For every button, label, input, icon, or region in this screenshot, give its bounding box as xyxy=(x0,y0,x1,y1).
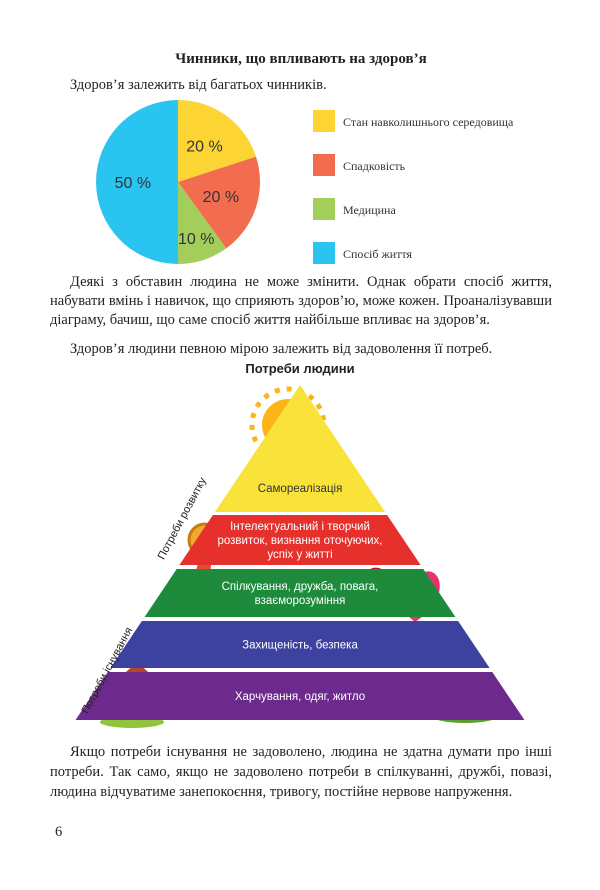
legend-label: Стан навколишнього середовища xyxy=(343,115,514,129)
pyramid-level xyxy=(110,621,490,668)
pyramid-level xyxy=(144,569,456,617)
pyramid-level xyxy=(214,385,386,512)
pyramid-title: Потреби людини xyxy=(245,361,354,376)
pyramid-level xyxy=(179,515,421,565)
level-label: розвиток, визнання оточуючих, xyxy=(218,535,383,547)
paragraph: Якщо потреби існування не задоволено, лю… xyxy=(50,744,552,800)
title: Чинники, що впливають на здоров’я xyxy=(175,51,427,67)
pie-slice xyxy=(178,182,227,264)
pie-slice xyxy=(96,100,178,264)
paragraph: Деякі з обставин людина не може змінити.… xyxy=(50,274,552,328)
legend-swatch xyxy=(313,242,335,264)
level-label: взаєморозуміння xyxy=(255,595,346,607)
intro: Здоров’я залежить від багатьох чинників. xyxy=(70,77,327,93)
level-label: Харчування, одяг, житло xyxy=(235,691,365,703)
level-label: успіх у житті xyxy=(267,549,332,561)
level-label: Захищеність, безпека xyxy=(242,640,358,652)
page-number: 6 xyxy=(55,824,63,840)
paragraph: Здоров’я людини певною мірою залежить ві… xyxy=(70,341,493,357)
legend-label: Медицина xyxy=(343,203,396,217)
legend-label: Спадковість xyxy=(343,159,406,173)
value-label: 50 % xyxy=(115,175,151,192)
value-label: 10 % xyxy=(178,231,214,248)
legend-swatch xyxy=(313,198,335,220)
value-label: 20 % xyxy=(186,139,222,156)
pie-slice xyxy=(178,156,260,249)
level-label: Спілкування, дружба, повага, xyxy=(222,581,379,593)
legend-swatch xyxy=(313,154,335,176)
value-label: 20 % xyxy=(203,189,239,206)
level-label: Самореалізація xyxy=(258,483,343,495)
legend-swatch xyxy=(313,110,335,132)
legend-label: Спосіб життя xyxy=(343,247,413,261)
pyramid-level xyxy=(75,672,525,720)
pie-slice xyxy=(178,100,256,182)
level-label: Інтелектуальний і творчий xyxy=(230,521,370,533)
